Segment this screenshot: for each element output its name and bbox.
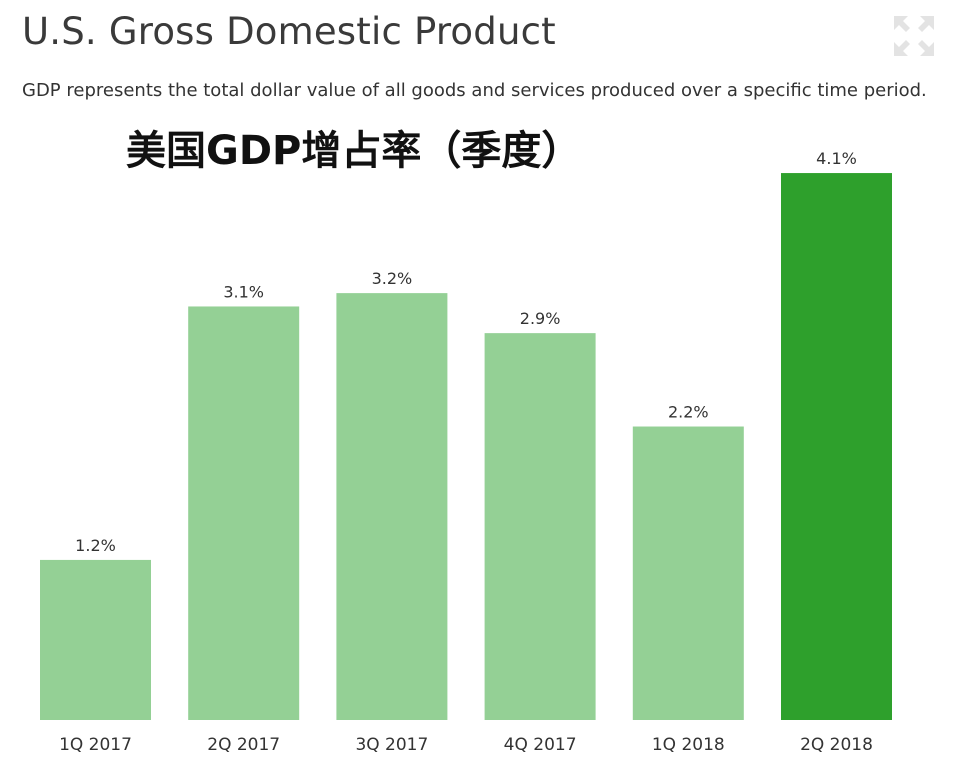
bar-4q-2017 [484,333,596,720]
data-label: 2.2% [668,403,709,422]
bar-2q-2018 [781,173,892,720]
data-label: 3.2% [372,269,413,288]
x-tick-label: 2Q 2018 [800,735,873,755]
chart-title: U.S. Gross Domestic Product [22,10,556,53]
data-label: 3.1% [223,282,264,301]
data-label: 4.1% [816,149,857,168]
bar-3q-2017 [336,293,448,720]
x-tick-label: 4Q 2017 [504,735,577,755]
bar-1q-2018 [632,426,744,720]
overlay-title-cn: 美国GDP增占率（季度） [126,128,582,174]
data-label: 1.2% [75,536,116,555]
bar-2q-2017 [188,306,300,720]
x-tick-label: 2Q 2017 [207,735,280,755]
x-tick-label: 1Q 2017 [59,735,132,755]
data-label: 2.9% [520,309,561,328]
bar-1q-2017 [40,559,151,720]
x-tick-label: 1Q 2018 [652,735,725,755]
chart-subtitle: GDP represents the total dollar value of… [22,80,927,101]
expand-icon[interactable] [892,14,936,58]
x-tick-label: 3Q 2017 [355,735,428,755]
